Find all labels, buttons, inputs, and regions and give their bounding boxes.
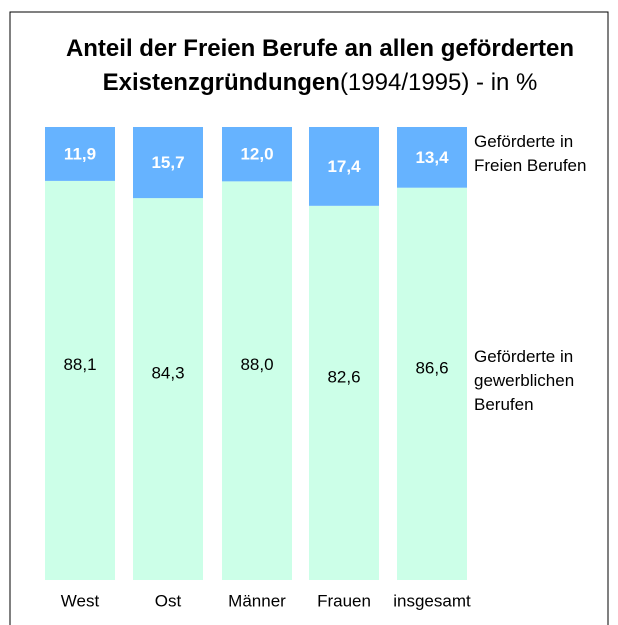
x-tick-label: West	[61, 591, 100, 610]
data-label: 86,6	[415, 358, 448, 377]
bar-segment	[133, 127, 203, 199]
title-block: Anteil der Freien Berufe an allen geförd…	[30, 32, 610, 100]
legend-entry: Geförderte in gewerblichen Berufen	[474, 347, 575, 414]
bar-segment	[309, 205, 379, 580]
data-label: 84,3	[151, 364, 184, 383]
x-tick-label: Frauen	[317, 591, 371, 610]
bar-segment	[45, 127, 115, 181]
chart-subtitle: (1994/1995) - in %	[339, 69, 538, 96]
bar-segment	[45, 180, 115, 581]
chart-title: Anteil der Freien Berufe an allen geförd…	[65, 35, 575, 96]
bar-segment	[222, 127, 292, 182]
data-label: 88,1	[63, 355, 96, 374]
bar-segment	[397, 127, 467, 188]
data-label: 88,0	[240, 355, 273, 374]
data-label: 12,0	[240, 145, 273, 164]
data-label: 11,9	[64, 144, 96, 163]
bar-segment	[397, 187, 467, 580]
legend-entry: Geförderte in Freien Berufen	[474, 132, 587, 175]
data-label: 82,6	[327, 367, 360, 386]
frame	[9, 11, 609, 625]
x-tick-label: Ost	[155, 591, 182, 610]
x-tick-label: Männer	[228, 591, 286, 610]
data-label: 17,4	[327, 157, 361, 176]
bar-segment	[222, 181, 292, 581]
x-tick-label: insgesamt	[393, 591, 471, 610]
data-label: 13,4	[415, 148, 449, 167]
bar-segment	[133, 198, 203, 580]
bar-segment	[309, 127, 379, 206]
data-label: 15,7	[151, 153, 184, 172]
